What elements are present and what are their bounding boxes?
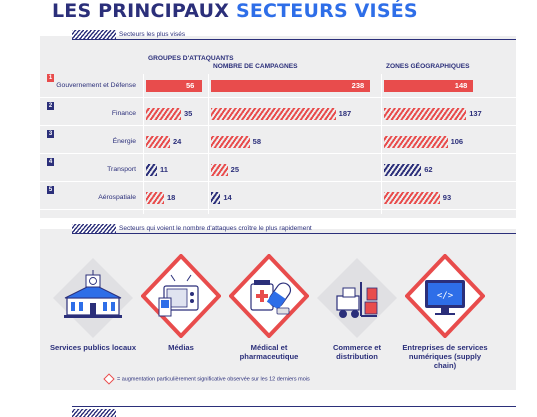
rank-badge: 4 bbox=[47, 158, 54, 166]
heading-hatch bbox=[72, 224, 116, 233]
sector-label-commerce: Commerce et distribution bbox=[332, 343, 382, 361]
top-sectors-panel bbox=[40, 36, 516, 218]
sector-label-media: Médias bbox=[168, 343, 194, 352]
forklift-icon bbox=[317, 258, 397, 338]
bar-value-label: 58 bbox=[252, 137, 261, 146]
row-label: Aérospatiale bbox=[98, 194, 136, 201]
column-divider bbox=[381, 74, 382, 214]
bar-value-label: 56 bbox=[186, 81, 195, 90]
rank-badge: 5 bbox=[47, 186, 54, 194]
bar-value-label: 14 bbox=[223, 193, 232, 202]
bar bbox=[211, 80, 370, 92]
bar bbox=[211, 164, 228, 176]
bar-value-label: 35 bbox=[184, 109, 193, 118]
medical-kit-icon bbox=[228, 253, 310, 339]
page-title: LES PRINCIPAUX SECTEURS VISÉS bbox=[52, 0, 418, 22]
bar-value-label: 148 bbox=[454, 81, 468, 90]
bar bbox=[146, 136, 170, 148]
sector-label-medical: Médical et pharmaceutique bbox=[239, 343, 299, 361]
bar-value-label: 25 bbox=[230, 165, 239, 174]
row-divider bbox=[40, 181, 516, 182]
bar bbox=[211, 192, 221, 204]
government-building-icon bbox=[53, 258, 133, 338]
section-heading-top-sectors: Secteurs les plus visés bbox=[72, 30, 516, 40]
media-devices-icon bbox=[140, 253, 222, 339]
column-divider bbox=[208, 74, 209, 214]
bar-value-label: 106 bbox=[450, 137, 464, 146]
bar bbox=[146, 80, 202, 92]
bar bbox=[146, 164, 157, 176]
bar-value-label: 62 bbox=[424, 165, 433, 174]
rank-badge: 3 bbox=[47, 130, 54, 138]
column-divider bbox=[143, 74, 144, 214]
row-divider bbox=[40, 153, 516, 154]
section-heading-text: Secteurs les plus visés bbox=[119, 31, 186, 38]
col-header-campaigns: NOMBRE DE CAMPAGNES bbox=[213, 63, 298, 70]
bar bbox=[211, 108, 336, 120]
section-heading-text: Secteurs qui voient le nombre d'attaques… bbox=[119, 225, 312, 232]
bar-value-label: 18 bbox=[167, 193, 176, 202]
row-label: Gouvernement et Défense bbox=[56, 82, 136, 89]
rank-badge: 2 bbox=[47, 102, 54, 110]
bar-value-label: 24 bbox=[173, 137, 182, 146]
legend: = augmentation particulièrement signific… bbox=[103, 373, 310, 385]
row-label: Finance bbox=[111, 110, 136, 117]
bar bbox=[146, 192, 164, 204]
bar bbox=[384, 192, 440, 204]
bar-value-label: 93 bbox=[442, 193, 452, 202]
bar bbox=[384, 164, 422, 176]
bar-value-label: 11 bbox=[160, 165, 168, 174]
bar bbox=[146, 108, 181, 120]
legend-diamond-icon bbox=[103, 373, 115, 385]
sector-label-digital-services: Entreprises de services numériques (supp… bbox=[402, 343, 488, 370]
title-part-blue: SECTEURS VISÉS bbox=[235, 0, 418, 22]
rank-badge: 1 bbox=[47, 74, 54, 82]
col-header-zones: ZONES GÉOGRAPHIQUES bbox=[386, 63, 470, 70]
footer-rule bbox=[72, 406, 516, 417]
bar bbox=[384, 136, 448, 148]
row-label: Énergie bbox=[112, 138, 136, 145]
bar bbox=[211, 136, 250, 148]
section-heading-growing-sectors: Secteurs qui voient le nombre d'attaques… bbox=[72, 224, 516, 234]
row-divider bbox=[40, 125, 516, 126]
code-monitor-icon: </> bbox=[404, 253, 486, 339]
bar bbox=[384, 108, 467, 120]
bar-value-label: 238 bbox=[351, 81, 365, 90]
bar-value-label: 137 bbox=[469, 109, 482, 118]
legend-text: = augmentation particulièrement signific… bbox=[117, 376, 310, 383]
col-header-groups: GROUPES D'ATTAQUANTS bbox=[148, 55, 234, 62]
row-label: Transport bbox=[107, 166, 136, 173]
row-divider bbox=[40, 97, 516, 98]
row-divider bbox=[40, 209, 516, 210]
bar bbox=[384, 80, 473, 92]
bar-value-label: 187 bbox=[338, 109, 352, 118]
svg-text:</>: </> bbox=[437, 291, 454, 301]
title-part-dark: LES PRINCIPAUX bbox=[52, 0, 230, 22]
footer-hatch bbox=[72, 409, 116, 417]
heading-hatch bbox=[72, 30, 116, 39]
sector-label-public-services: Services publics locaux bbox=[49, 343, 137, 352]
